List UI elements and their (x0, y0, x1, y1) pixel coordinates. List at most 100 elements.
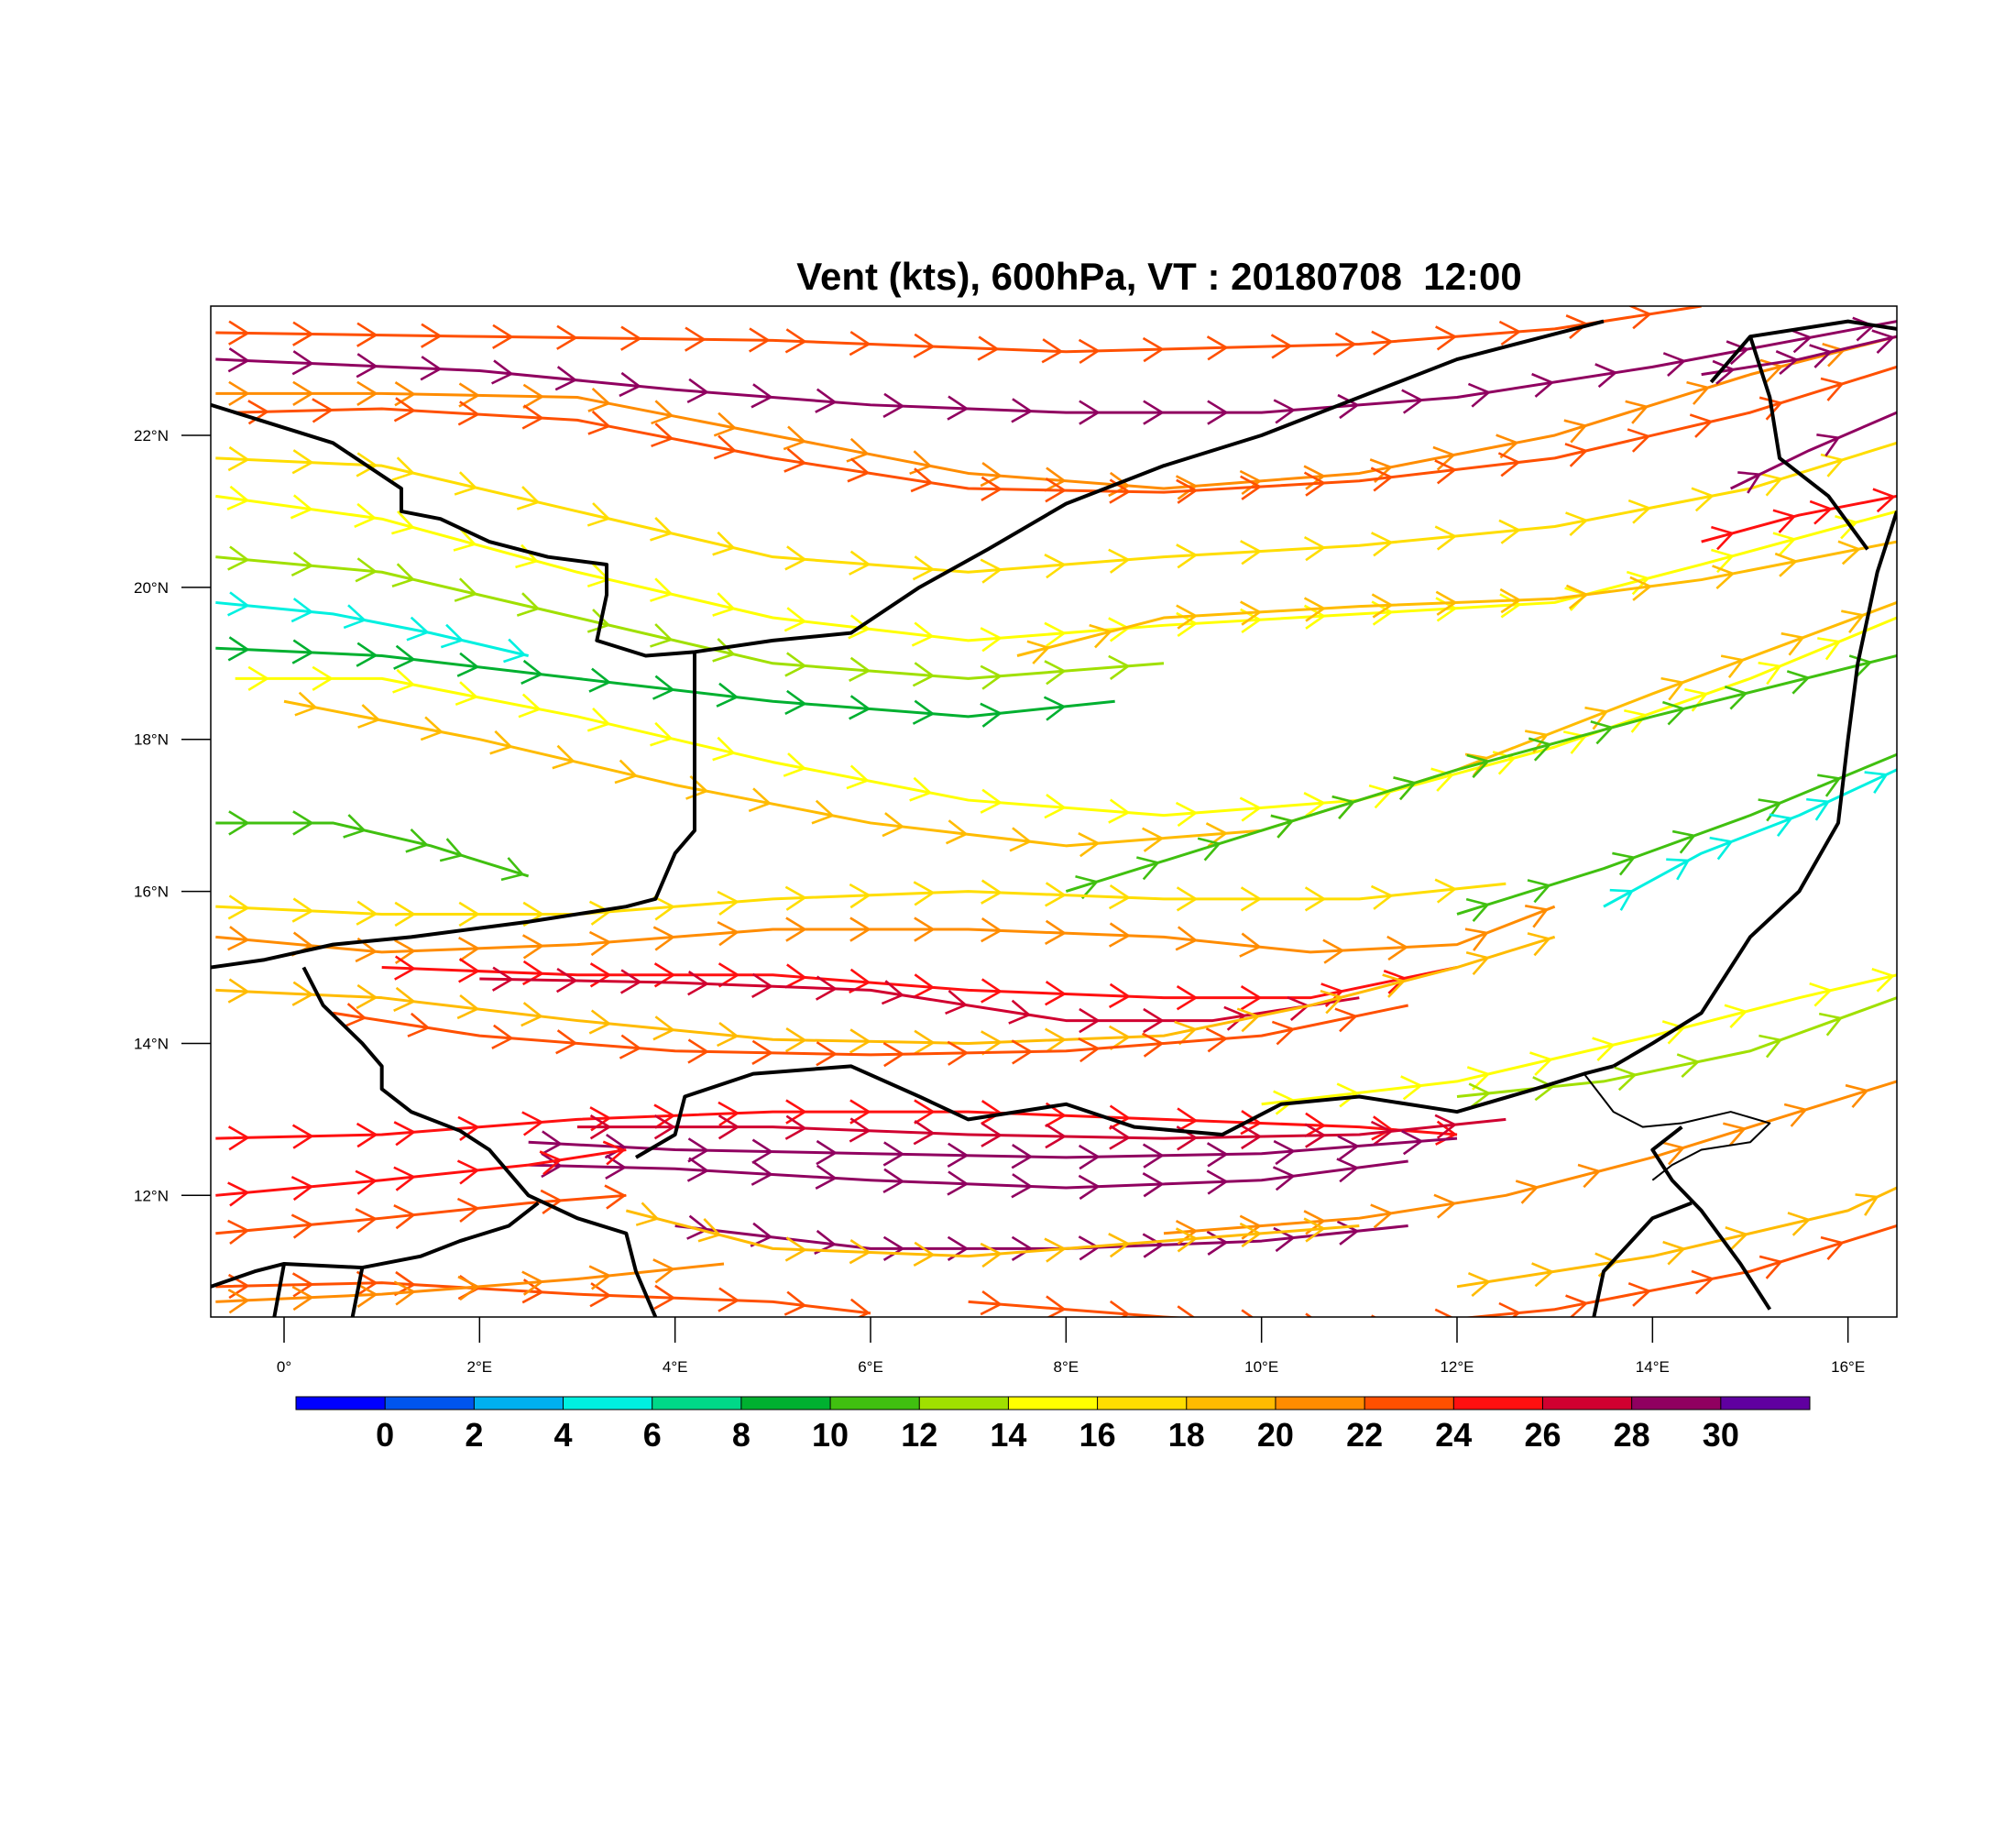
wind-barb (1240, 1124, 1263, 1150)
wind-barb (650, 516, 674, 542)
wind-barb (1435, 325, 1458, 351)
wind-barb (1108, 798, 1131, 824)
wind-barb (718, 962, 740, 988)
wind-barb (1371, 532, 1394, 557)
wind-barb (784, 545, 807, 571)
wind-barb (455, 681, 479, 707)
wind-barb (913, 1241, 936, 1268)
wind-barb (521, 934, 545, 960)
wind-barb (1661, 1141, 1686, 1166)
wind-barb (456, 1197, 480, 1223)
wind-barb (1627, 499, 1652, 524)
colorbar-swatch (740, 1397, 831, 1410)
wind-barb (783, 425, 807, 451)
wind-barb (588, 930, 612, 957)
wind-barb (980, 664, 1003, 690)
wind-barb (1820, 1235, 1845, 1260)
wind-barb (440, 623, 465, 649)
wind-barb (1142, 1143, 1165, 1169)
wind-barb (912, 662, 936, 687)
wind-barb (1723, 1122, 1747, 1147)
wind-barb (1565, 584, 1589, 609)
wind-barb (1046, 1295, 1067, 1317)
wind-barb (520, 1002, 543, 1027)
wind-barb (227, 1181, 250, 1207)
wind-barb (1783, 1103, 1808, 1127)
wind-barb (620, 325, 642, 351)
wind-barb (750, 1222, 773, 1247)
wind-barb (586, 563, 611, 588)
wind-barb (604, 1134, 628, 1159)
wind-barb (712, 736, 736, 762)
wind-barb (945, 989, 969, 1015)
wind-barb (912, 555, 936, 581)
wind-barb (847, 457, 871, 483)
streamline-3 (235, 365, 1897, 504)
wind-barb (227, 1125, 250, 1151)
wind-barb (785, 916, 807, 942)
streamline-20 (215, 932, 1556, 1056)
colorbar-label: 12 (901, 1416, 937, 1454)
wind-barb (718, 1114, 740, 1140)
wind-barb (1466, 1066, 1491, 1091)
streamline-5 (215, 485, 1897, 653)
colorbar-swatch (919, 1397, 1009, 1410)
wind-barb (1176, 1107, 1199, 1133)
wind-barb (1563, 419, 1588, 444)
wind-barb (1627, 428, 1651, 453)
wind-barb (227, 636, 250, 662)
wind-barb (586, 502, 611, 527)
wind-barb (1223, 1005, 1247, 1031)
wind-barb (914, 916, 936, 942)
wind-barb (1142, 336, 1165, 363)
streamline-29 (215, 1140, 627, 1207)
wind-barb (1496, 434, 1519, 459)
country-border-7 (1650, 1125, 1772, 1311)
wind-barb (489, 730, 513, 755)
wind-barb (556, 324, 578, 350)
wind-barb (1612, 851, 1637, 876)
wind-barb (784, 1114, 807, 1140)
wind-barb (1676, 1053, 1701, 1078)
wind-barb (947, 1040, 970, 1066)
wind-barb (1499, 587, 1522, 614)
wind-barb (1464, 927, 1489, 951)
wind-barb (977, 335, 1000, 361)
wind-barb (619, 1034, 642, 1059)
colorbar-label: 18 (1168, 1416, 1205, 1454)
wind-barb (1304, 1112, 1327, 1138)
wind-barb (849, 883, 871, 909)
wind-barb (1433, 1193, 1457, 1219)
lon-tick-label: 8°E (1054, 1358, 1079, 1376)
wind-barb (815, 388, 838, 413)
wind-barb (1818, 1012, 1844, 1037)
wind-barb (420, 716, 444, 741)
wind-barb (1271, 1020, 1296, 1046)
wind-barb (652, 675, 675, 700)
wind-barb (356, 322, 378, 347)
wind-barb (1527, 932, 1551, 957)
wind-barb (1370, 466, 1394, 492)
wind-barb (1809, 982, 1833, 1007)
wind-barb (227, 1289, 250, 1314)
wind-barb (1627, 1282, 1652, 1307)
wind-barb (848, 614, 871, 640)
wind-barb (406, 616, 430, 642)
wind-barb (1331, 795, 1356, 819)
streamline-39 (1701, 488, 1897, 551)
wind-barb (1817, 637, 1842, 661)
wind-barb (1108, 922, 1132, 948)
wind-barb (1737, 471, 1762, 494)
wind-barb (1337, 393, 1360, 420)
wind-barb (981, 1030, 1003, 1056)
wind-barb (1774, 552, 1799, 577)
wind-barb (1078, 1037, 1101, 1063)
wind-barb (516, 486, 541, 510)
wind-barb (393, 1166, 416, 1191)
colorbar-label: 14 (990, 1416, 1026, 1454)
wind-barb (1759, 1034, 1783, 1059)
wind-barb (1239, 796, 1263, 822)
wind-barb (588, 1265, 612, 1290)
wind-barb (1043, 696, 1067, 721)
wind-barb (522, 383, 545, 410)
